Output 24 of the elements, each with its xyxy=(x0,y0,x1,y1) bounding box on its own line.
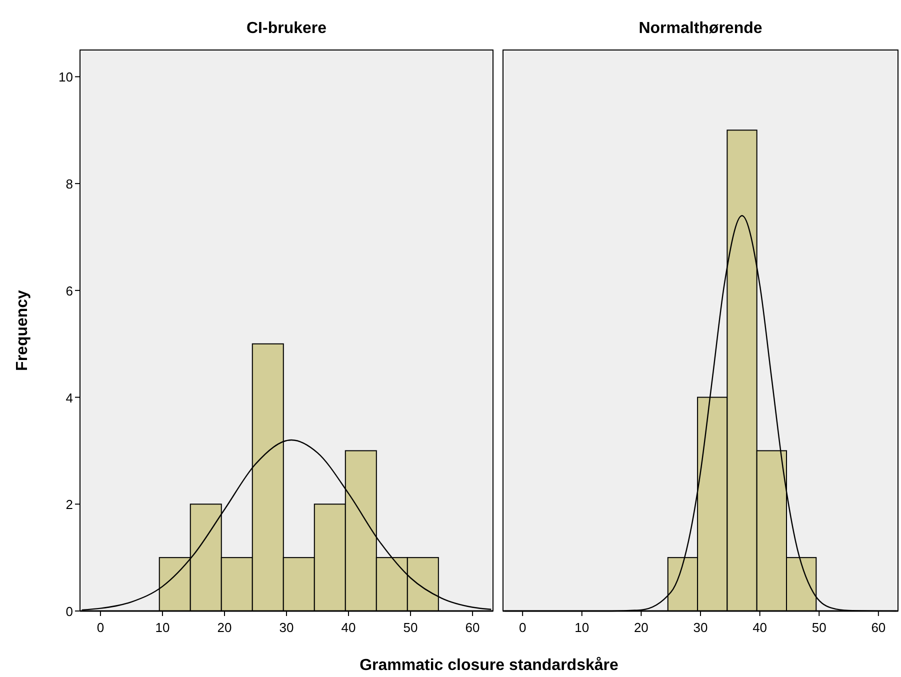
x-tick-label: 0 xyxy=(96,620,104,635)
y-tick-label: 4 xyxy=(66,390,73,406)
x-tick-label: 20 xyxy=(217,620,232,635)
chart-title: CI-brukere xyxy=(246,20,327,37)
x-tick-label: 10 xyxy=(574,620,590,635)
x-tick-label: 60 xyxy=(871,620,886,635)
x-tick-label: 60 xyxy=(465,620,480,635)
x-tick-label: 20 xyxy=(634,620,648,635)
x-axis-title: Grammatic closure standardskåre xyxy=(360,656,618,674)
y-tick-label: 10 xyxy=(58,70,73,85)
y-axis-title: Frequency xyxy=(14,290,31,371)
x-tick-label: 50 xyxy=(403,620,418,635)
x-tick-label: 40 xyxy=(752,620,768,635)
x-tick-label: 50 xyxy=(812,620,826,635)
x-tick-label: 10 xyxy=(155,620,170,635)
x-tick-label: 0 xyxy=(518,620,526,635)
x-tick-label: 30 xyxy=(279,620,294,635)
y-tick-label: 2 xyxy=(66,497,73,512)
y-tick-label: 0 xyxy=(66,604,73,619)
chart-title: Normalthørende xyxy=(638,20,762,37)
y-tick-label: 8 xyxy=(66,176,73,192)
x-tick-label: 40 xyxy=(341,620,356,635)
x-tick-label: 30 xyxy=(693,620,708,635)
y-tick-label: 6 xyxy=(66,283,73,298)
